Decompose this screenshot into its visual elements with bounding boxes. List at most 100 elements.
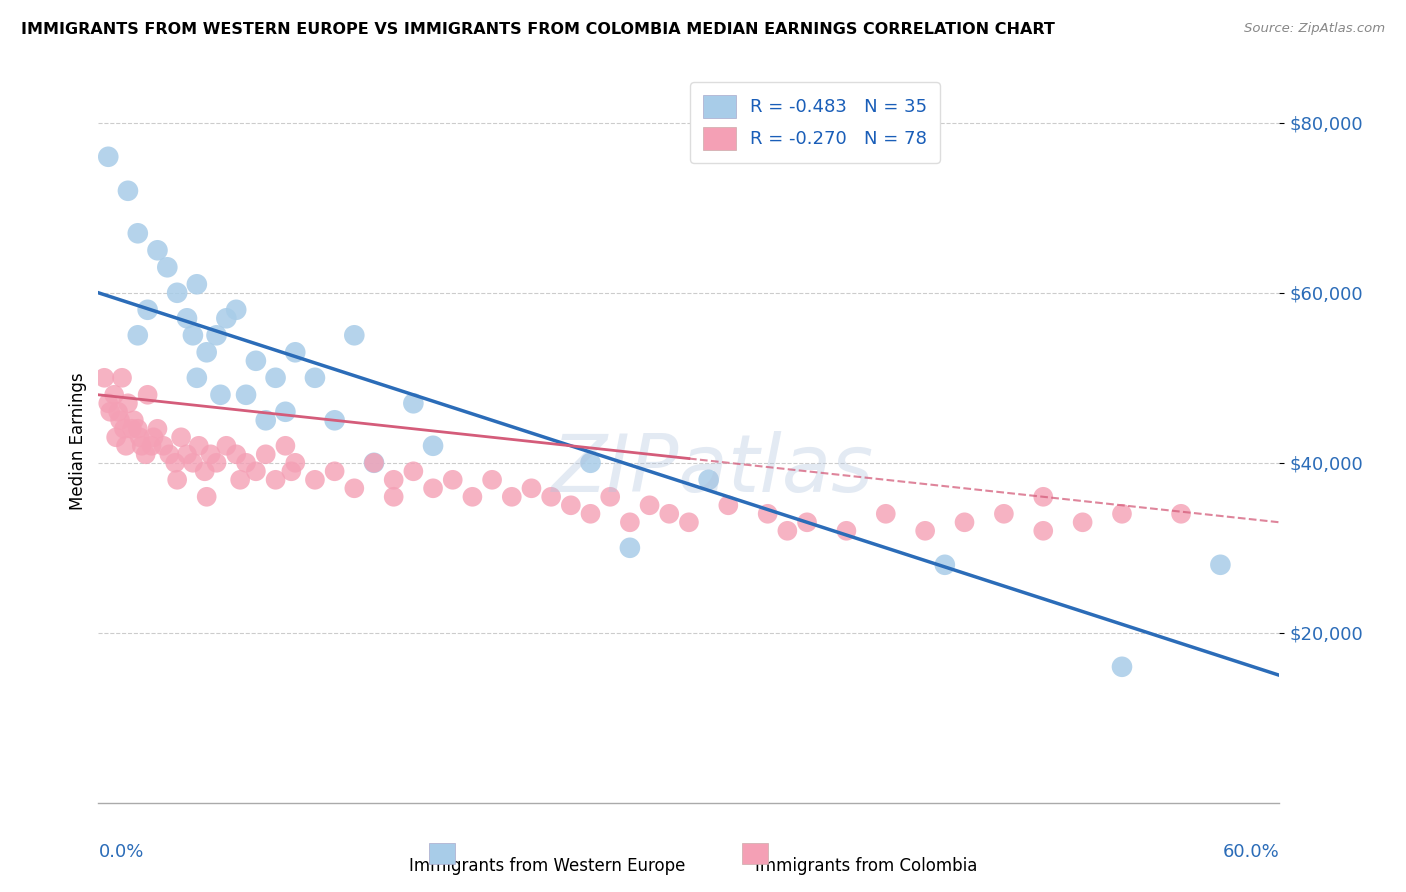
Point bbox=[103, 388, 125, 402]
Point bbox=[245, 353, 267, 368]
Point bbox=[225, 302, 247, 317]
Point bbox=[181, 328, 204, 343]
Point bbox=[200, 447, 222, 461]
Point bbox=[131, 439, 153, 453]
Point bbox=[254, 413, 277, 427]
Point bbox=[363, 456, 385, 470]
Point bbox=[117, 184, 139, 198]
Point bbox=[304, 473, 326, 487]
Point bbox=[540, 490, 562, 504]
Point bbox=[142, 430, 165, 444]
Point bbox=[599, 490, 621, 504]
Point bbox=[422, 439, 444, 453]
Point bbox=[157, 447, 180, 461]
Point bbox=[209, 388, 232, 402]
Point bbox=[1111, 507, 1133, 521]
Point bbox=[274, 439, 297, 453]
Text: Immigrants from Colombia: Immigrants from Colombia bbox=[755, 857, 977, 875]
Text: 60.0%: 60.0% bbox=[1223, 843, 1279, 861]
Point bbox=[165, 456, 187, 470]
Point bbox=[235, 456, 257, 470]
Point bbox=[128, 430, 150, 444]
Point bbox=[1071, 516, 1094, 530]
Point bbox=[501, 490, 523, 504]
Point bbox=[152, 439, 174, 453]
Point bbox=[934, 558, 956, 572]
Point bbox=[245, 464, 267, 478]
Point bbox=[520, 481, 543, 495]
Point bbox=[382, 490, 405, 504]
Point bbox=[98, 405, 121, 419]
Point bbox=[323, 464, 346, 478]
Text: ZIPatlas: ZIPatlas bbox=[551, 432, 873, 509]
Text: Immigrants from Western Europe: Immigrants from Western Europe bbox=[409, 857, 685, 875]
Point bbox=[205, 328, 228, 343]
Point bbox=[186, 371, 208, 385]
Point bbox=[323, 413, 346, 427]
Text: Source: ZipAtlas.com: Source: ZipAtlas.com bbox=[1244, 22, 1385, 36]
Point bbox=[127, 328, 149, 343]
Point bbox=[284, 345, 307, 359]
Point bbox=[194, 464, 217, 478]
Point bbox=[97, 150, 120, 164]
Point bbox=[343, 481, 366, 495]
Point bbox=[187, 439, 209, 453]
Point bbox=[215, 439, 238, 453]
Y-axis label: Median Earnings: Median Earnings bbox=[69, 373, 87, 510]
Point bbox=[235, 388, 257, 402]
Point bbox=[343, 328, 366, 343]
Point bbox=[481, 473, 503, 487]
Point bbox=[135, 447, 157, 461]
Point bbox=[97, 396, 120, 410]
Point bbox=[875, 507, 897, 521]
Point bbox=[560, 498, 582, 512]
Point bbox=[796, 516, 818, 530]
Legend: R = -0.483   N = 35, R = -0.270   N = 78: R = -0.483 N = 35, R = -0.270 N = 78 bbox=[690, 82, 939, 163]
Point bbox=[195, 490, 218, 504]
Point bbox=[146, 422, 169, 436]
Point bbox=[678, 516, 700, 530]
Point bbox=[117, 396, 139, 410]
Point bbox=[1032, 524, 1054, 538]
Point bbox=[107, 405, 129, 419]
Point bbox=[195, 345, 218, 359]
Point bbox=[225, 447, 247, 461]
Point bbox=[127, 422, 149, 436]
Point bbox=[136, 388, 159, 402]
Point bbox=[619, 541, 641, 555]
Point bbox=[638, 498, 661, 512]
Point bbox=[264, 473, 287, 487]
Point bbox=[717, 498, 740, 512]
Point bbox=[382, 473, 405, 487]
Point bbox=[205, 456, 228, 470]
Point bbox=[115, 439, 138, 453]
Point bbox=[166, 285, 188, 300]
Point bbox=[914, 524, 936, 538]
Point bbox=[1111, 660, 1133, 674]
Point bbox=[111, 371, 134, 385]
Point bbox=[108, 413, 131, 427]
Point bbox=[121, 422, 143, 436]
Point bbox=[280, 464, 302, 478]
Text: IMMIGRANTS FROM WESTERN EUROPE VS IMMIGRANTS FROM COLOMBIA MEDIAN EARNINGS CORRE: IMMIGRANTS FROM WESTERN EUROPE VS IMMIGR… bbox=[21, 22, 1054, 37]
Point bbox=[141, 439, 163, 453]
Point bbox=[776, 524, 799, 538]
Point bbox=[363, 456, 385, 470]
Point bbox=[254, 447, 277, 461]
Point bbox=[579, 507, 602, 521]
Point bbox=[166, 473, 188, 487]
Point bbox=[215, 311, 238, 326]
Point bbox=[953, 516, 976, 530]
Point bbox=[402, 464, 425, 478]
Point bbox=[284, 456, 307, 470]
Bar bbox=[742, 843, 768, 864]
Point bbox=[176, 311, 198, 326]
Point bbox=[756, 507, 779, 521]
Point bbox=[993, 507, 1015, 521]
Point bbox=[93, 371, 115, 385]
Point bbox=[619, 516, 641, 530]
Point bbox=[658, 507, 681, 521]
Point bbox=[264, 371, 287, 385]
Point bbox=[105, 430, 128, 444]
Point bbox=[170, 430, 193, 444]
